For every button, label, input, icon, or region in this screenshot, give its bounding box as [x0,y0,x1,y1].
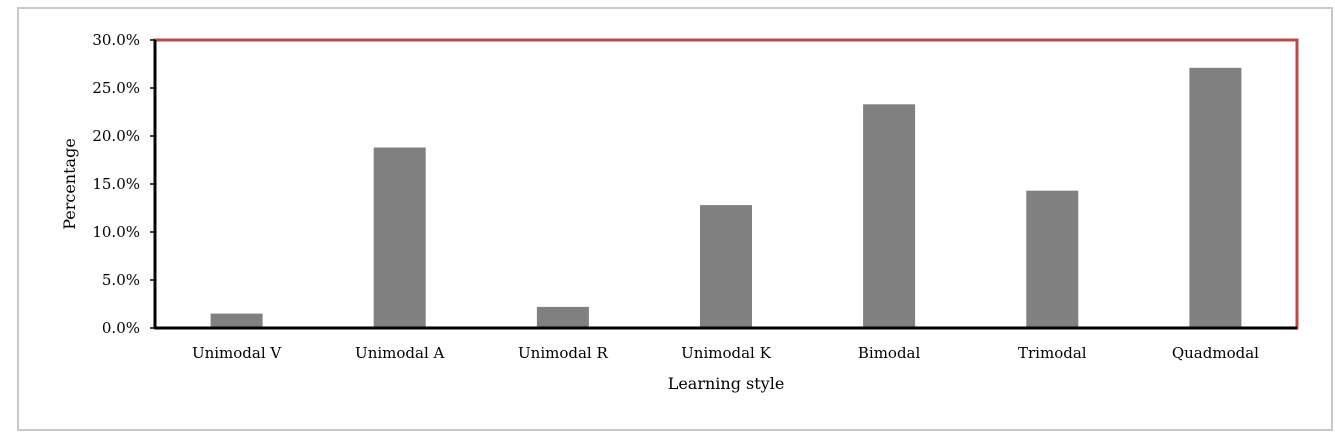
y-tick-label: 15.0% [92,175,140,193]
bar-trimodal [1026,190,1079,328]
x-tick-label: Quadmodal [1172,344,1259,362]
y-tick-label: 0.0% [102,319,140,337]
y-axis-title: Percentage [60,138,79,230]
y-tick-label: 20.0% [92,127,140,145]
bar-unimodal-v [210,313,263,328]
y-tick-label: 30.0% [92,31,140,49]
x-tick-label: Unimodal V [192,344,282,362]
bar-unimodal-a [373,147,426,328]
bar-unimodal-r [536,306,589,328]
bar-unimodal-k [700,205,752,328]
x-tick-label: Unimodal K [681,344,771,362]
x-tick-label: Unimodal A [355,344,444,362]
y-tick-label: 10.0% [92,223,140,241]
chart-frame [17,7,1333,431]
x-axis-title: Learning style [668,374,785,393]
bar-bimodal [863,104,916,328]
x-tick-label: Unimodal R [518,344,608,362]
y-tick-label: 5.0% [102,271,140,289]
x-tick-label: Bimodal [858,344,921,362]
y-tick-label: 25.0% [92,79,140,97]
x-tick-label: Trimodal [1018,344,1087,362]
bar-quadmodal [1189,67,1242,329]
